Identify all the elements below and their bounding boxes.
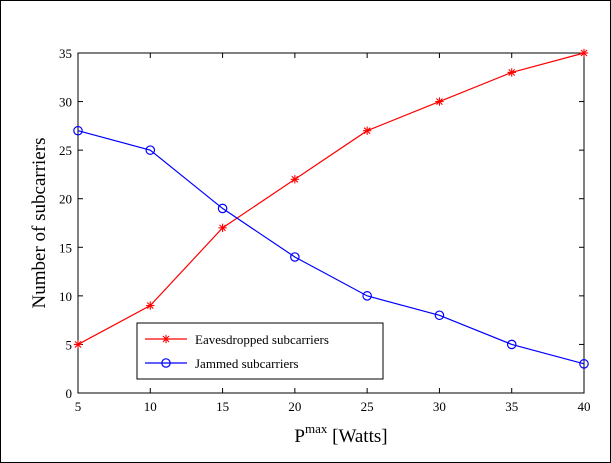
y-tick-label: 5 (66, 337, 73, 352)
x-axis-title-units: [Watts] (327, 426, 387, 447)
data-point (506, 339, 517, 350)
marker-stroke (146, 302, 154, 309)
marker-stroke (291, 175, 299, 183)
y-tick-label: 20 (59, 192, 72, 207)
series-eavesdropped (73, 48, 589, 349)
legend-item-jammed: Jammed subcarriers (145, 356, 299, 371)
data-point (362, 126, 372, 135)
legend-item-eavesdropped: Eavesdropped subcarriers (145, 332, 329, 347)
data-point (217, 203, 228, 214)
x-tick-label: 30 (433, 399, 446, 414)
legend-box (136, 322, 384, 380)
data-point (579, 48, 589, 58)
x-tick-label: 15 (216, 399, 229, 414)
data-point (434, 310, 445, 321)
data-point (73, 340, 83, 349)
y-tick-label: 30 (59, 95, 72, 110)
data-point (362, 291, 372, 301)
marker-stroke (74, 341, 82, 348)
legend-marker (161, 334, 171, 344)
data-point (579, 359, 589, 369)
legend: Eavesdropped subcarriers Jammed subcarrie… (136, 322, 384, 380)
x-tick-label: 5 (75, 399, 82, 414)
marker-stroke (508, 69, 516, 76)
marker-stroke (219, 224, 226, 232)
y-tick-label: 25 (59, 143, 72, 158)
y-tick-label: 10 (59, 289, 72, 304)
series-jammed (73, 125, 589, 369)
data-point (73, 125, 83, 136)
x-axis-title: Pmax [Watts] (294, 421, 387, 447)
y-tick-label: 35 (59, 46, 72, 61)
marker-stroke (363, 127, 371, 135)
x-tick-label: 40 (578, 399, 591, 414)
series-layer (73, 48, 589, 369)
x-tick-label: 20 (288, 399, 301, 414)
data-point (290, 252, 300, 262)
marker-stroke (162, 335, 170, 343)
data-point (507, 68, 516, 77)
data-point (145, 145, 156, 155)
x-axis-title-main: P (294, 426, 305, 447)
x-tick-label: 25 (361, 399, 374, 414)
x-tick-label: 10 (144, 399, 157, 414)
y-axis-title: Number of subcarriers (29, 138, 50, 309)
data-point (435, 97, 444, 106)
marker-stroke (436, 98, 443, 105)
data-point (290, 175, 300, 184)
y-tick-label: 15 (59, 240, 72, 255)
data-point (218, 223, 227, 233)
x-tick-label: 35 (505, 399, 518, 414)
y-tick-label: 0 (66, 386, 73, 401)
marker-stroke (580, 49, 588, 57)
x-axis-title-superscript: max (305, 421, 328, 436)
legend-label: Eavesdropped subcarriers (195, 332, 329, 347)
legend-label: Jammed subcarriers (195, 356, 299, 371)
legend-marker (161, 358, 171, 368)
series-line (77, 130, 585, 365)
data-point (146, 301, 155, 310)
series-line (77, 52, 585, 345)
